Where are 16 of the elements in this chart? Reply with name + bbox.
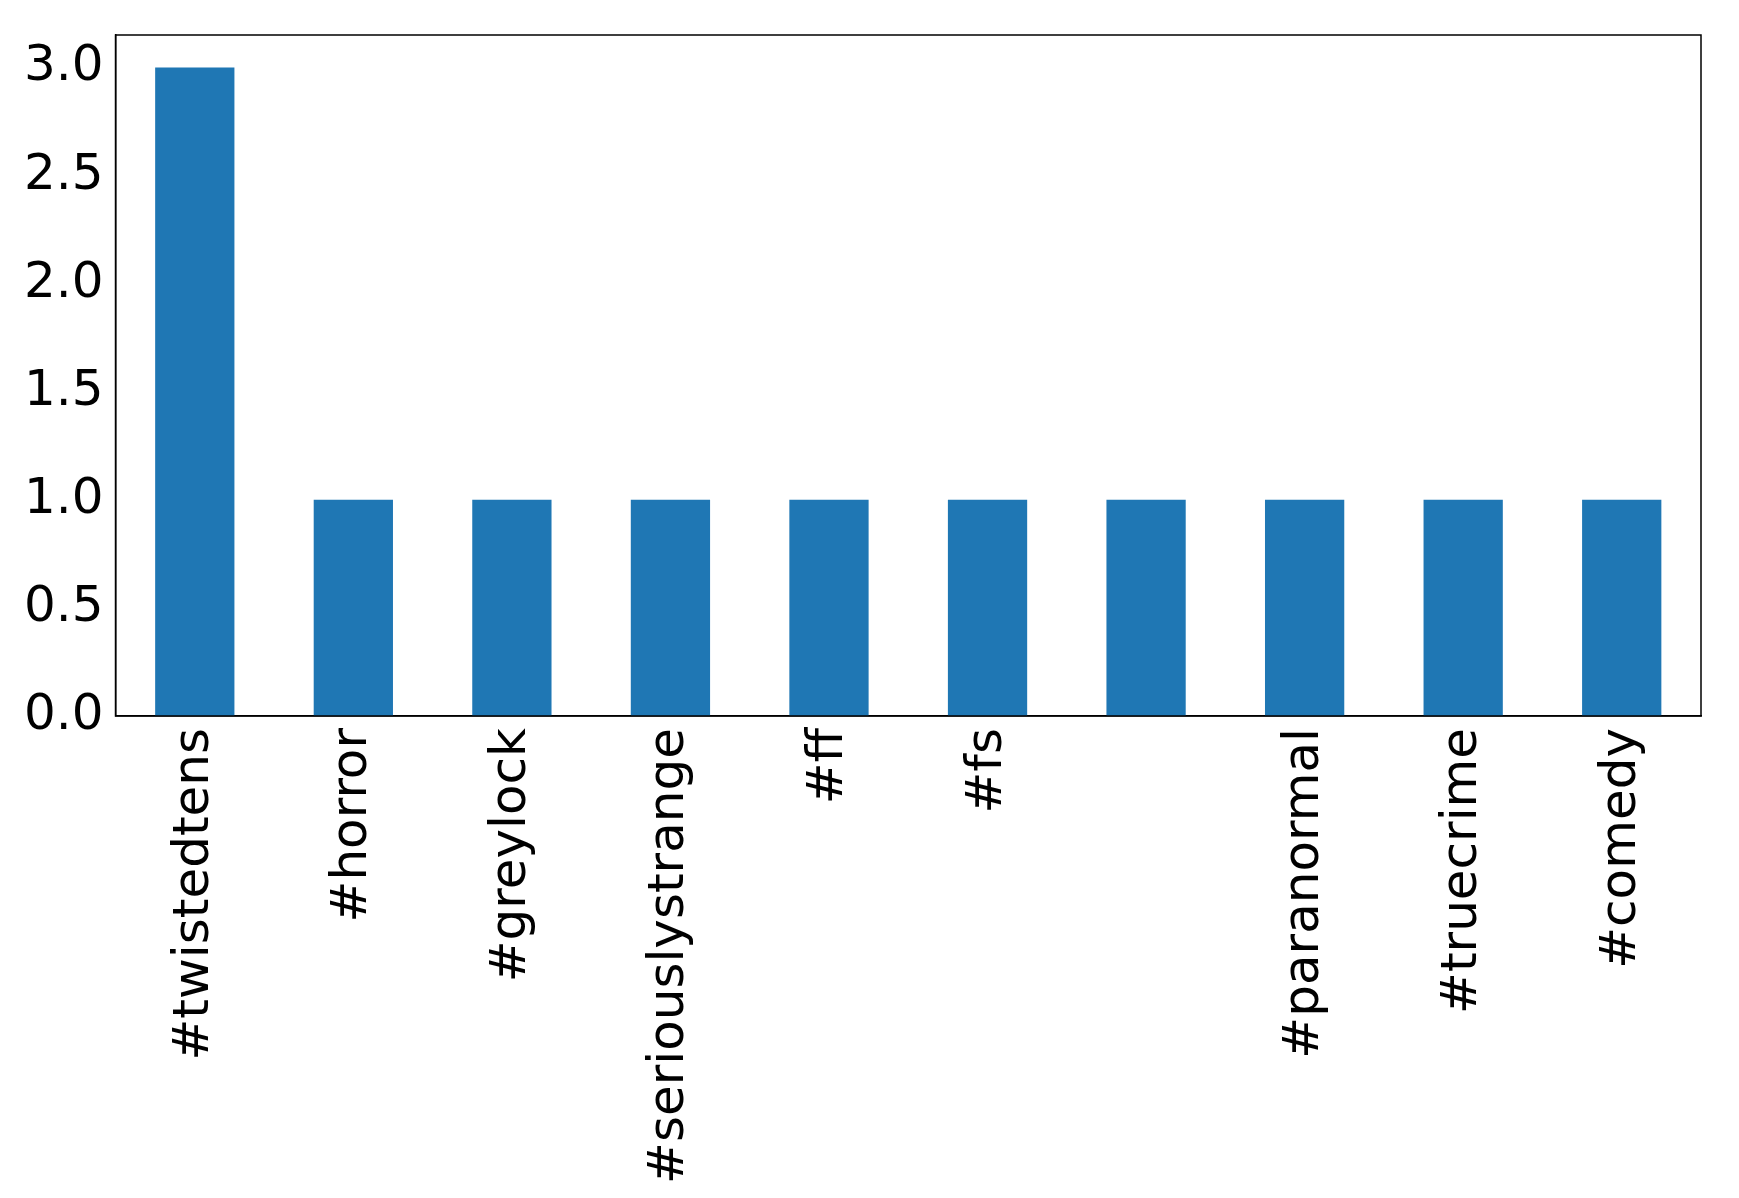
y-tick-label: 0.0 [23,682,104,741]
y-tick-label: 3.0 [23,34,104,93]
x-tick-label: #ff [795,726,854,805]
y-tick-label: 2.5 [23,142,104,201]
y-tick-label: 1.5 [23,358,104,417]
y-tick-label: 2.0 [23,250,104,309]
x-tick-label: #horror [320,727,379,923]
y-tick-label: 0.5 [23,574,104,633]
x-tick-label: #comedy [1588,727,1647,969]
y-tick-label: 1.0 [23,466,104,525]
x-tick-label: #paranormal [1271,727,1330,1059]
x-tick-label: #seriouslystrange [637,727,696,1185]
x-tick-label: #truecrime [1430,727,1489,1014]
x-tick-label: #fs [954,727,1013,814]
x-tick-label: #twistedtens [161,727,220,1061]
x-tick-label: #greylock [478,727,537,983]
